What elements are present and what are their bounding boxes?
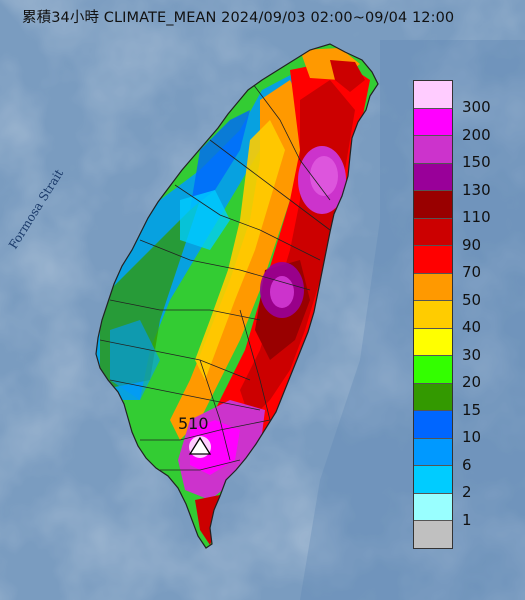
- legend-label: 70: [462, 263, 482, 281]
- legend-label: 15: [462, 400, 482, 419]
- legend-swatch: [414, 163, 452, 191]
- legend-label: 30: [462, 345, 482, 364]
- color-legend: [413, 80, 453, 549]
- triangle-marker-icon: [188, 436, 212, 455]
- rainfall-fill: [96, 48, 370, 545]
- legend-swatch: [414, 218, 452, 246]
- legend-label: 150: [462, 153, 491, 171]
- legend-swatch: [414, 466, 452, 494]
- legend-swatch: [414, 191, 452, 219]
- map-title: 累積34小時 CLIMATE_MEAN 2024/09/03 02:00~09/…: [22, 10, 455, 26]
- legend-label: 130: [462, 180, 491, 199]
- legend-swatch: [414, 273, 452, 301]
- legend-swatch: [414, 136, 452, 164]
- legend-label: 20: [462, 373, 482, 391]
- legend-label: 40: [462, 318, 482, 336]
- county-boundaries: [99, 79, 331, 471]
- legend-label: 200: [462, 125, 491, 144]
- legend-label: 50: [462, 290, 482, 309]
- legend-swatch: [414, 411, 452, 439]
- legend-swatch: [414, 328, 452, 356]
- legend-swatch: [414, 356, 452, 384]
- legend-label: 10: [462, 428, 482, 446]
- legend-swatch: [414, 521, 452, 548]
- legend-swatch: [414, 438, 452, 466]
- coastline: [95, 43, 379, 549]
- legend-swatch: [414, 383, 452, 411]
- legend-label: 6: [462, 455, 472, 474]
- legend-label: 110: [462, 208, 491, 226]
- legend-swatch: [414, 81, 452, 109]
- legend-label: 2: [462, 483, 472, 501]
- east-ocean-shading: [300, 40, 525, 600]
- max-value-label: 510: [178, 414, 209, 433]
- legend-label: 1: [462, 510, 472, 529]
- legend-label: 300: [462, 98, 491, 116]
- legend-label: 90: [462, 235, 482, 254]
- legend-swatch: [414, 301, 452, 329]
- legend-swatch: [414, 246, 452, 274]
- legend-swatch: [414, 108, 452, 136]
- legend-swatch: [414, 493, 452, 521]
